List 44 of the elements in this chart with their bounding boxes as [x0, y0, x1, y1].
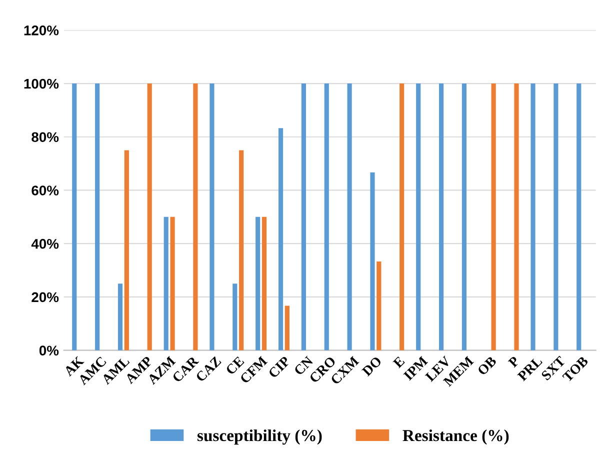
bar: [210, 84, 214, 350]
bar: [576, 84, 582, 350]
bar: [170, 216, 175, 350]
bar: [72, 84, 77, 350]
bar: [164, 216, 168, 350]
bar: [370, 172, 375, 350]
bar: [491, 84, 496, 350]
bar: [239, 150, 244, 350]
bar: [416, 84, 421, 350]
bar: [400, 84, 404, 350]
bar: [554, 84, 558, 350]
bar: [278, 128, 284, 350]
bar: [347, 84, 352, 350]
y-tick-label: 0%: [39, 346, 59, 356]
bar: [376, 261, 382, 350]
bar: [324, 84, 329, 350]
bar: [262, 216, 267, 350]
y-tick-label: 20%: [32, 292, 59, 302]
y-tick-label: 100%: [24, 78, 59, 89]
bar: [462, 84, 467, 350]
bar: [514, 84, 519, 350]
x-tick-label: PRL: [517, 356, 543, 382]
bar: [256, 216, 260, 350]
legend-label: susceptibility (%): [197, 429, 322, 445]
bar: [530, 84, 536, 350]
bar: [124, 150, 129, 350]
x-tick-label: DO: [361, 356, 382, 377]
bar: [438, 84, 444, 350]
x-tick-label: P: [508, 356, 520, 368]
x-tick-label: OB: [476, 356, 497, 376]
bar: [118, 284, 123, 350]
bar: [95, 84, 100, 350]
bar: [147, 84, 152, 350]
y-tick-label: 60%: [32, 186, 59, 196]
legend-label: Resistance (%): [402, 429, 509, 445]
x-tick-label: E: [392, 356, 405, 368]
bar: [284, 306, 290, 350]
bar: [232, 284, 238, 350]
y-tick-label: 40%: [31, 238, 59, 249]
bar: [193, 84, 198, 350]
bar: [301, 84, 306, 350]
y-tick-label: 80%: [32, 132, 59, 142]
y-tick-label: 120%: [24, 25, 59, 36]
x-tick-label: CIP: [268, 356, 291, 379]
